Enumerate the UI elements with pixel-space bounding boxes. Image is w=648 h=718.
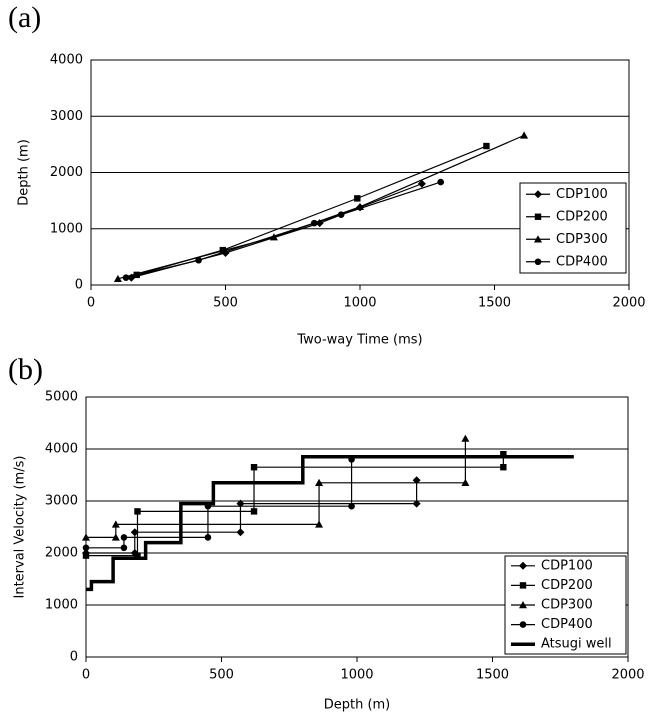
y-tick-label: 5000 xyxy=(45,390,78,405)
marker xyxy=(337,211,345,218)
y-tick-label: 2000 xyxy=(50,165,83,180)
legend-label: CDP200 xyxy=(556,209,608,224)
y-tick-label: 1000 xyxy=(45,598,78,613)
marker xyxy=(461,434,470,442)
y-tick-label: 0 xyxy=(70,650,78,665)
marker xyxy=(348,502,355,510)
legend-label: Atsugi well xyxy=(541,637,612,652)
marker xyxy=(315,520,324,528)
x-tick-label: 0 xyxy=(87,296,95,311)
marker xyxy=(519,621,527,628)
series-line xyxy=(86,454,504,557)
series-line xyxy=(86,438,466,538)
marker xyxy=(134,508,141,515)
marker xyxy=(204,534,212,541)
legend-label: CDP300 xyxy=(541,598,593,613)
marker xyxy=(437,178,445,186)
marker xyxy=(195,256,202,264)
series-line xyxy=(117,134,525,280)
x-tick-label: 500 xyxy=(209,668,234,683)
marker xyxy=(130,528,139,537)
marker xyxy=(534,258,542,266)
y-tick-label: 3000 xyxy=(45,494,78,509)
legend-label: CDP100 xyxy=(556,187,608,202)
legend-label: CDP300 xyxy=(556,232,608,247)
marker xyxy=(310,219,318,227)
marker xyxy=(82,544,90,552)
marker xyxy=(500,451,507,458)
x-tick-label: 2000 xyxy=(611,668,644,683)
x-axis-label: Depth (m) xyxy=(324,698,391,713)
marker xyxy=(519,601,527,609)
y-tick-label: 4000 xyxy=(45,442,78,457)
marker xyxy=(417,179,426,188)
y-axis-label: Depth (m) xyxy=(17,139,32,206)
x-tick-label: 1500 xyxy=(476,668,509,683)
marker xyxy=(122,274,130,281)
marker xyxy=(111,520,120,528)
marker xyxy=(134,552,141,559)
series-line xyxy=(86,455,574,592)
marker xyxy=(520,131,529,139)
marker xyxy=(412,499,421,508)
x-tick-label: 1500 xyxy=(478,296,511,311)
marker xyxy=(519,561,527,570)
x-axis-label: Two-way Time (ms) xyxy=(296,333,422,348)
x-tick-label: 1000 xyxy=(343,296,376,311)
x-tick-label: 500 xyxy=(213,296,238,311)
marker xyxy=(82,552,90,559)
marker xyxy=(483,142,490,150)
marker xyxy=(250,464,258,471)
marker xyxy=(354,195,361,202)
marker xyxy=(534,235,542,243)
y-tick-label: 0 xyxy=(75,278,83,293)
marker xyxy=(120,534,128,541)
plot-frame xyxy=(90,59,630,286)
legend-label: CDP400 xyxy=(541,617,593,632)
legend-box xyxy=(519,182,627,274)
legend-label: CDP400 xyxy=(556,254,608,269)
x-tick-label: 0 xyxy=(82,668,90,683)
y-tick-label: 2000 xyxy=(45,546,78,561)
marker xyxy=(534,213,542,220)
x-tick-label: 2000 xyxy=(612,296,645,311)
marker xyxy=(519,582,527,589)
marker xyxy=(534,190,542,199)
panel-label: (b) xyxy=(8,353,43,386)
marker xyxy=(250,508,258,515)
y-tick-label: 4000 xyxy=(50,53,83,68)
marker xyxy=(236,528,245,537)
series-line xyxy=(136,145,487,276)
marker xyxy=(120,544,128,552)
marker xyxy=(269,233,278,241)
y-axis-label: Interval Velocity (m/s) xyxy=(13,455,28,598)
series-line xyxy=(86,480,418,554)
marker xyxy=(219,246,227,254)
panel-label: (a) xyxy=(8,1,41,34)
series-line xyxy=(125,181,441,279)
plot-frame xyxy=(85,396,629,658)
legend-label: CDP200 xyxy=(541,578,593,593)
marker xyxy=(111,533,120,541)
marker xyxy=(461,478,470,486)
y-tick-label: 1000 xyxy=(50,221,83,236)
marker xyxy=(113,274,122,283)
x-tick-label: 1000 xyxy=(340,668,373,683)
legend-label: CDP100 xyxy=(541,558,593,573)
y-tick-label: 3000 xyxy=(50,109,83,124)
marker xyxy=(315,478,324,486)
marker xyxy=(500,464,507,471)
marker xyxy=(82,533,90,541)
